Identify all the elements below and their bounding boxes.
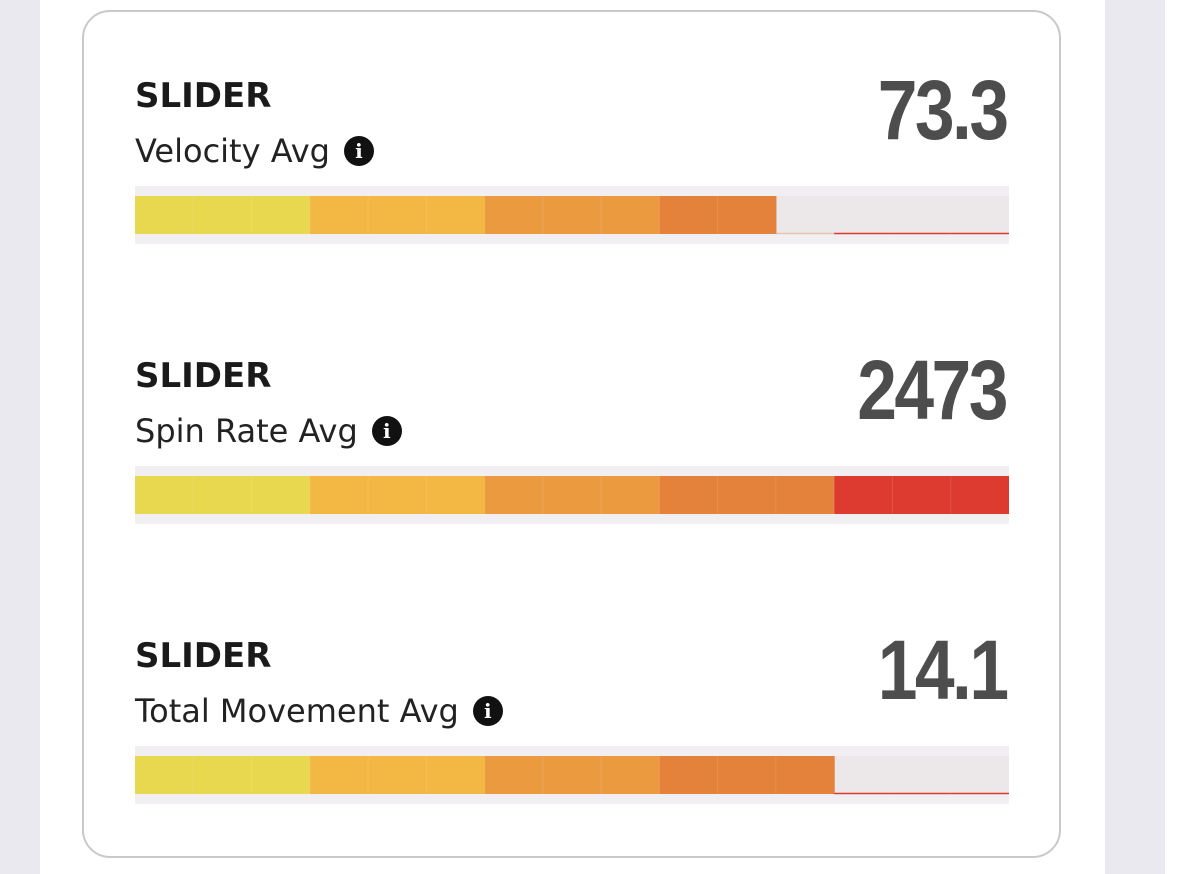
bar-segment [135,756,194,794]
bar-segment [775,476,835,514]
bar-segment [659,756,719,794]
stat-value: 2473 [857,343,1008,437]
info-icon[interactable]: i [472,696,503,726]
bar-segment [368,196,427,234]
bar-segment [950,476,1009,514]
metric-label: Total Movement Avg i [135,692,503,730]
bar-segment [484,196,544,234]
bar-segment [426,476,486,514]
bar-segment [601,196,660,234]
bar-segment [542,476,602,514]
bar-segment [484,476,544,514]
bar-segment [659,476,719,514]
bar-segment [135,196,194,234]
percentile-bar [135,746,1009,804]
info-icon[interactable]: i [343,136,374,166]
bar-segment [309,756,369,794]
bar-segment [542,196,602,234]
percentile-bar [135,466,1009,524]
stats-card [82,10,1061,858]
bar-segment [717,196,777,234]
stat-value: 14.1 [877,623,1008,717]
pitch-name: SLIDER [135,636,272,676]
bar-segment [251,476,311,514]
bar-segment [659,196,719,234]
bar-segment [135,476,194,514]
bar-segment [834,476,893,514]
pitch-name: SLIDER [135,76,272,116]
bar-segment [368,476,427,514]
metric-text: Velocity Avg [135,132,330,170]
bar-segment [717,476,777,514]
stat-value: 73.3 [877,63,1008,157]
percentile-bar [135,186,1009,244]
bar-segment [484,756,544,794]
side-strip [1105,0,1165,874]
metric-text: Spin Rate Avg [135,412,358,450]
bar-segment [717,756,777,794]
bar-segment [892,476,952,514]
pitch-name: SLIDER [135,356,272,396]
bar-segment [542,756,602,794]
side-strip [0,0,40,874]
bar-segment [426,756,486,794]
bar-segment [601,756,660,794]
bar-segment [601,476,660,514]
metric-label: Spin Rate Avg i [135,412,402,450]
bar-segment [193,196,253,234]
metric-label: Velocity Avg i [135,132,374,170]
bar-segment [193,476,253,514]
bar-segment [368,756,427,794]
metric-text: Total Movement Avg [135,692,459,730]
info-icon[interactable]: i [371,416,402,446]
bar-segment [251,196,311,234]
bar-segment [309,196,369,234]
bar-segment [426,196,486,234]
bar-segment [251,756,311,794]
bar-segment [309,476,369,514]
bar-segment [775,756,835,794]
bar-segment [193,756,253,794]
